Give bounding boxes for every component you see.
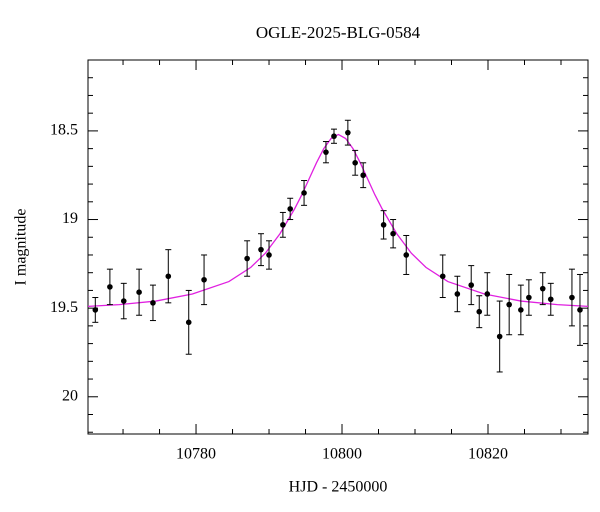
data-point (454, 291, 461, 297)
data-point (390, 230, 396, 237)
data-point (526, 294, 532, 301)
data-point (380, 222, 387, 228)
x-axis-label: HJD - 2450000 (289, 479, 388, 496)
data-point (547, 296, 554, 303)
data-point (539, 285, 546, 292)
data-point (577, 307, 583, 313)
data-point (484, 291, 491, 297)
data-point (518, 307, 524, 313)
data-point (468, 282, 475, 288)
data-point (120, 298, 127, 304)
x-tick-label: 10820 (468, 446, 508, 463)
data-point (287, 206, 293, 212)
data-point (258, 246, 264, 253)
data-point (331, 133, 337, 140)
data-point (496, 333, 503, 340)
data-point (345, 129, 351, 136)
data-point (506, 301, 512, 308)
plot-frame (87, 59, 589, 435)
y-axis-label: I magnitude (13, 209, 30, 286)
data-point (360, 172, 366, 179)
data-point (266, 252, 272, 258)
y-tick-label: 18.5 (50, 122, 78, 139)
data-point (323, 149, 329, 155)
data-point (107, 284, 113, 290)
y-tick-label: 19 (62, 210, 78, 227)
x-tick-label: 10800 (322, 446, 362, 463)
y-tick-label: 19.5 (50, 299, 78, 316)
data-point (150, 300, 156, 306)
data-point (280, 222, 286, 228)
data-point (569, 294, 575, 301)
data-point (201, 276, 207, 283)
data-point (244, 255, 250, 262)
data-point (439, 273, 446, 280)
data-point (352, 160, 358, 166)
data-point (136, 289, 142, 295)
data-point (476, 308, 483, 315)
data-point (301, 190, 307, 196)
x-tick-label: 10780 (176, 446, 216, 463)
y-tick-label: 20 (62, 387, 78, 404)
data-point (185, 319, 192, 326)
data-point (92, 307, 99, 313)
data-point (403, 252, 410, 258)
chart-title: OGLE-2025-BLG-0584 (256, 23, 421, 42)
model-curve (87, 133, 589, 308)
data-point (165, 273, 172, 280)
